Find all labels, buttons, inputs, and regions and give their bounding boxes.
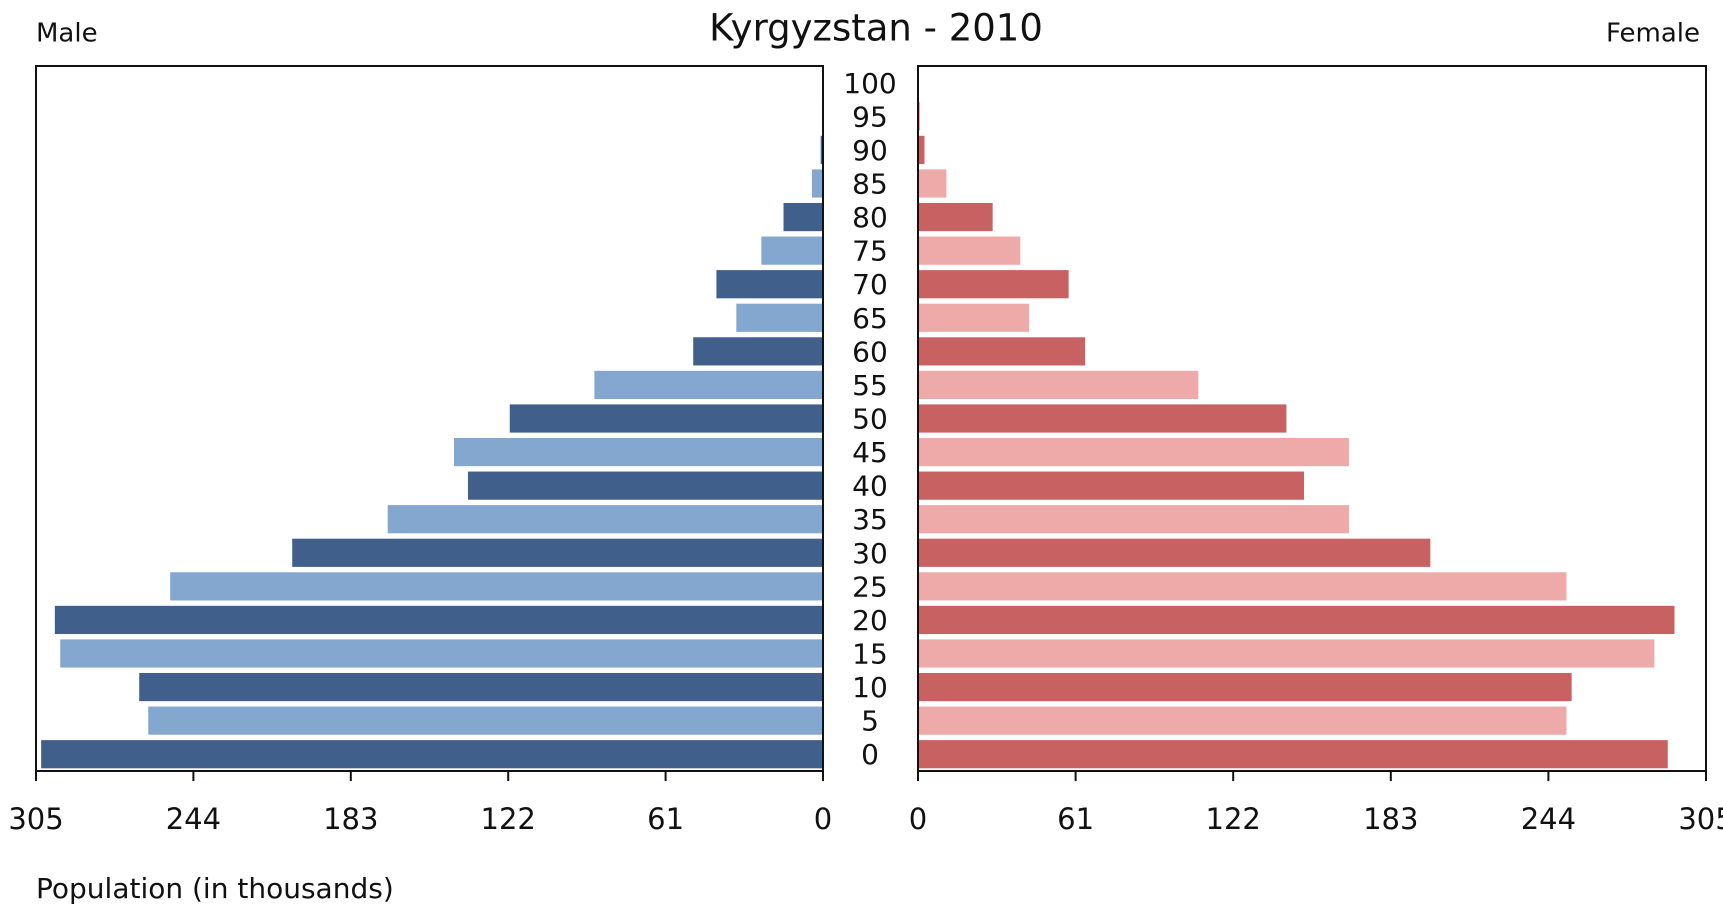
panel-frame — [917, 65, 1707, 772]
bar — [918, 538, 1431, 567]
bar — [54, 605, 823, 635]
bar — [41, 740, 824, 769]
bar — [693, 337, 823, 366]
category-label: 95 — [852, 100, 888, 133]
x-axis-label: Population (in thousands) — [36, 872, 394, 905]
x-tick-label: 305 — [1678, 802, 1723, 836]
bar — [918, 740, 1668, 769]
bar — [918, 370, 1199, 400]
category-label: 75 — [852, 235, 888, 268]
category-label: 15 — [852, 638, 888, 671]
bar — [918, 102, 921, 131]
category-label: 0 — [861, 738, 879, 771]
bar — [716, 270, 823, 299]
bar — [918, 505, 1349, 534]
bar — [918, 236, 1021, 265]
bar — [918, 437, 1349, 467]
bar — [509, 404, 823, 433]
category-label: 35 — [852, 503, 888, 536]
bar — [918, 639, 1655, 668]
bar — [820, 135, 823, 165]
bar — [170, 572, 823, 601]
left-label: Male — [36, 19, 98, 49]
bar — [918, 303, 1030, 332]
bar — [811, 169, 823, 198]
bar — [918, 337, 1086, 366]
x-tick-label: 183 — [1363, 802, 1418, 836]
category-label: 80 — [852, 201, 888, 234]
bar — [918, 672, 1572, 702]
bar — [783, 202, 823, 232]
category-label: 65 — [852, 302, 888, 335]
bar — [60, 639, 824, 668]
category-label: 50 — [852, 403, 888, 436]
category-label: 85 — [852, 168, 888, 201]
bar — [148, 706, 823, 735]
bar — [139, 672, 823, 702]
bar — [761, 236, 823, 265]
category-label: 70 — [852, 268, 888, 301]
x-tick-label: 122 — [1206, 802, 1261, 836]
bar — [918, 706, 1567, 735]
category-label: 10 — [852, 671, 888, 704]
bar — [918, 270, 1069, 299]
category-label: 55 — [852, 369, 888, 402]
category-label: 60 — [852, 335, 888, 368]
panel-frame — [35, 65, 824, 772]
x-tick-label: 244 — [166, 802, 221, 836]
bar — [467, 471, 823, 500]
bar — [594, 370, 823, 400]
category-label: 90 — [852, 134, 888, 167]
bar — [918, 135, 925, 165]
x-tick-label: 0 — [814, 802, 832, 836]
bar — [918, 605, 1675, 635]
category-label: 25 — [852, 570, 888, 603]
x-tick-label: 305 — [8, 802, 63, 836]
category-label: 40 — [852, 470, 888, 503]
bar — [918, 572, 1567, 601]
bar — [918, 169, 947, 198]
bar — [454, 437, 823, 467]
right-label: Female — [1606, 19, 1700, 49]
x-tick-label: 244 — [1521, 802, 1576, 836]
bar — [292, 538, 823, 567]
x-tick-label: 183 — [323, 802, 378, 836]
x-tick-label: 61 — [647, 802, 684, 836]
bar — [918, 404, 1287, 433]
category-label: 100 — [843, 67, 896, 100]
bar — [387, 505, 823, 534]
x-tick-label: 122 — [481, 802, 536, 836]
x-tick-label: 0 — [909, 802, 927, 836]
bar — [918, 471, 1304, 500]
bar — [918, 202, 993, 232]
x-tick-label: 61 — [1057, 802, 1094, 836]
bar — [736, 303, 823, 332]
category-label: 45 — [852, 436, 888, 469]
chart-title: Kyrgyzstan - 2010 — [709, 7, 1043, 50]
category-label: 5 — [861, 705, 879, 738]
category-label: 30 — [852, 537, 888, 570]
category-label: 20 — [852, 604, 888, 637]
